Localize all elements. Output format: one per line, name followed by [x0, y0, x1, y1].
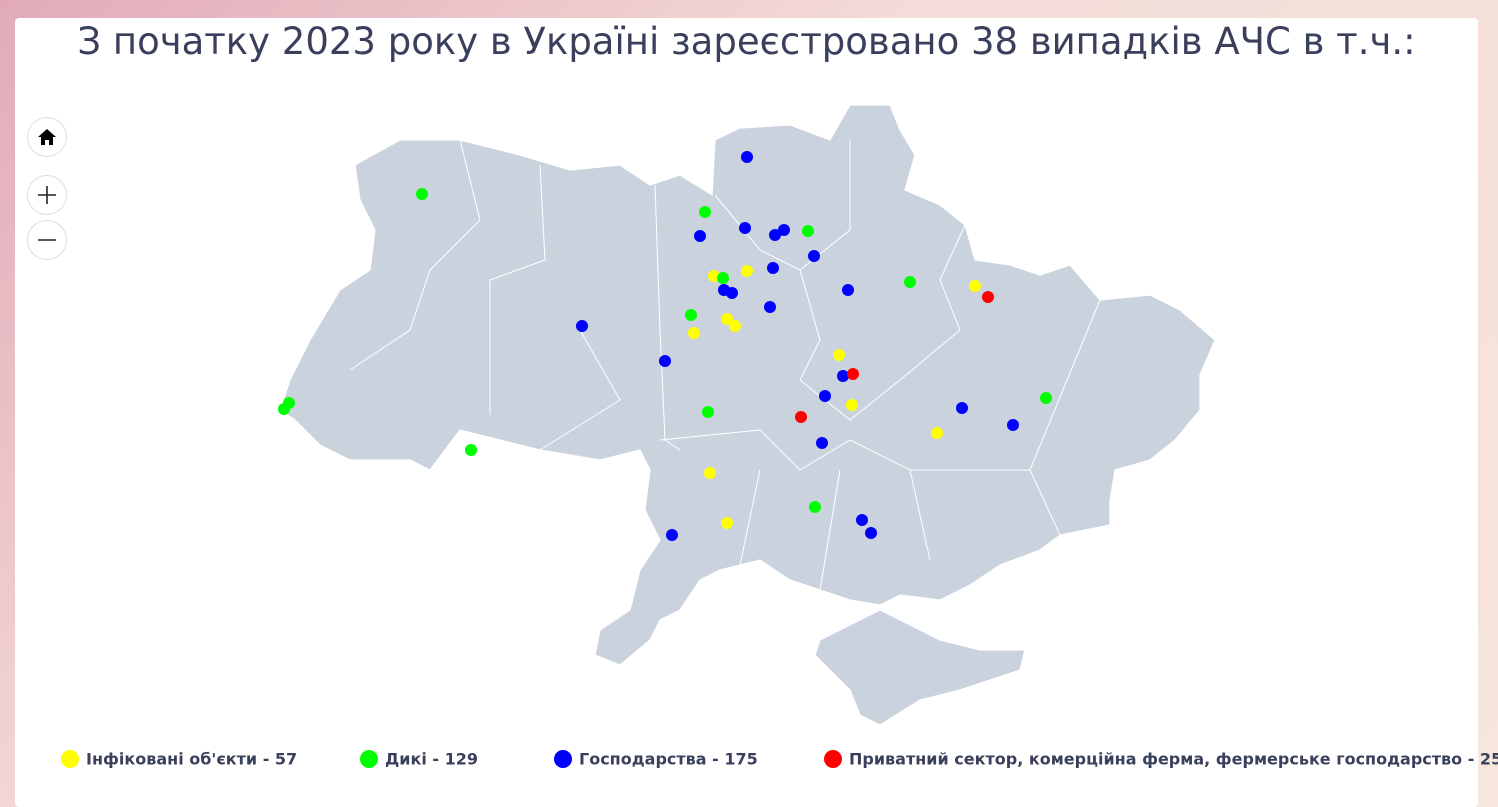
case-marker	[816, 437, 828, 449]
case-marker	[699, 206, 711, 218]
legend-marker	[824, 750, 842, 768]
case-marker	[708, 270, 720, 282]
crimea	[814, 609, 1026, 726]
case-marker	[741, 151, 753, 163]
case-marker	[819, 390, 831, 402]
case-marker	[837, 370, 849, 382]
legend-marker	[360, 750, 378, 768]
case-marker	[795, 411, 807, 423]
case-marker	[702, 406, 714, 418]
legend-label: Приватний сектор, комерційна ферма, ферм…	[849, 750, 1498, 769]
legend-marker	[61, 750, 79, 768]
case-marker	[847, 368, 859, 380]
case-marker	[764, 301, 776, 313]
case-marker	[576, 320, 588, 332]
map-title: З початку 2023 року в Україні зареєстров…	[77, 20, 1416, 63]
plus-icon	[38, 186, 56, 204]
case-marker	[982, 291, 994, 303]
case-marker	[416, 188, 428, 200]
case-marker	[856, 514, 868, 526]
mainland	[279, 104, 1216, 666]
zoom-out-button[interactable]	[27, 220, 67, 260]
legend-label: Дикі - 129	[385, 750, 478, 769]
region-borders	[349, 139, 1101, 591]
case-marker	[721, 313, 733, 325]
case-marker	[278, 403, 290, 415]
case-marker	[694, 230, 706, 242]
regions	[279, 104, 1216, 726]
case-marker	[833, 349, 845, 361]
minus-icon	[38, 239, 56, 241]
case-marker	[465, 444, 477, 456]
case-marker	[842, 284, 854, 296]
case-markers	[278, 151, 1052, 541]
case-marker	[969, 280, 981, 292]
case-marker	[931, 427, 943, 439]
legend: Інфіковані об'єкти - 57 Дикі - 129 Господа…	[61, 750, 1498, 769]
case-marker	[904, 276, 916, 288]
case-marker	[666, 529, 678, 541]
case-marker	[865, 527, 877, 539]
legend-label: Інфіковані об'єкти - 57	[86, 750, 297, 769]
case-marker	[778, 224, 790, 236]
home-button[interactable]	[27, 117, 67, 157]
case-marker	[1040, 392, 1052, 404]
case-marker	[808, 250, 820, 262]
case-marker	[769, 229, 781, 241]
case-marker	[721, 517, 733, 529]
case-marker	[767, 262, 779, 274]
case-marker	[1007, 419, 1019, 431]
legend-label: Господарства - 175	[579, 750, 758, 769]
case-marker	[685, 309, 697, 321]
case-marker	[729, 320, 741, 332]
case-marker	[802, 225, 814, 237]
case-marker	[739, 222, 751, 234]
case-marker	[717, 272, 729, 284]
case-marker	[688, 327, 700, 339]
case-marker	[809, 501, 821, 513]
case-marker	[659, 355, 671, 367]
case-marker	[704, 467, 716, 479]
case-marker	[741, 265, 753, 277]
legend-marker	[554, 750, 572, 768]
case-marker	[726, 287, 738, 299]
case-marker	[846, 399, 858, 411]
case-marker	[956, 402, 968, 414]
home-icon	[38, 129, 56, 145]
zoom-in-button[interactable]	[27, 175, 67, 215]
